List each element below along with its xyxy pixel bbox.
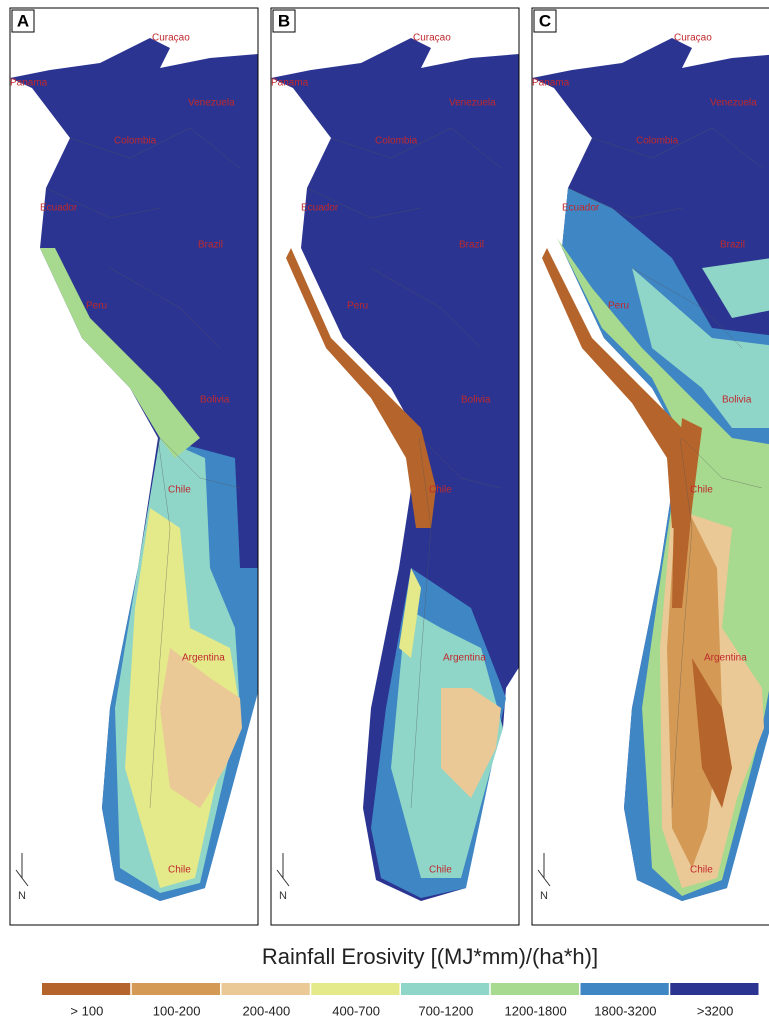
- legend-title: Rainfall Erosivity [(MJ*mm)/(ha*h)]: [262, 944, 598, 969]
- place-label: Curaçao: [413, 33, 451, 44]
- place-label: Chile: [690, 865, 713, 876]
- place-label: Chile: [429, 865, 452, 876]
- place-label: Chile: [429, 485, 452, 496]
- map-content: Curaçao Panama Venezuela Colombia Ecuador Bra…: [271, 8, 519, 925]
- place-label: Colombia: [636, 136, 679, 147]
- place-label: Argentina: [443, 653, 486, 664]
- erosivity-zone: [441, 688, 501, 798]
- erosivity-zone: [632, 268, 769, 428]
- place-label: Chile: [690, 485, 713, 496]
- borders: [306, 127, 502, 809]
- erosivity-zone: [286, 248, 436, 528]
- place-label: Panama: [10, 78, 48, 89]
- place-label: Curaçao: [674, 33, 712, 44]
- place-label: Curaçao: [152, 33, 190, 44]
- legend-swatch: [580, 983, 669, 995]
- place-label: Argentina: [182, 653, 225, 664]
- legend-label: 400-700: [332, 1003, 380, 1018]
- north-arrow: [276, 853, 290, 887]
- place-label: Bolivia: [461, 395, 491, 406]
- panel-label-box: [533, 9, 557, 33]
- legend-label: 700-1200: [418, 1003, 473, 1018]
- legend-swatch: [42, 983, 131, 995]
- place-label: Venezuela: [449, 98, 496, 109]
- legend-label: >3200: [697, 1003, 734, 1018]
- legend-label: > 100: [70, 1003, 103, 1018]
- erosivity-zone: [160, 648, 242, 808]
- place-label: Venezuela: [188, 98, 235, 109]
- map-content: Curaçao Panama Venezuela Colombia Ecuador Bra…: [10, 8, 258, 925]
- legend-swatch: [131, 983, 220, 995]
- place-label: Bolivia: [722, 395, 752, 406]
- place-label: Argentina: [704, 653, 747, 664]
- legend-swatch: [670, 983, 759, 995]
- place-label: Ecuador: [301, 203, 339, 214]
- place-label: Brazil: [720, 240, 745, 251]
- map-content: Curaçao Panama Venezuela Colombia Ecuador Bra…: [532, 8, 769, 925]
- erosivity-zone: [399, 568, 421, 658]
- panel-label: C: [539, 11, 551, 30]
- place-label: Colombia: [375, 136, 418, 147]
- legend-label: 1200-1800: [505, 1003, 567, 1018]
- erosivity-zone: [542, 248, 692, 528]
- panel-frame: [531, 7, 769, 926]
- panel-label: A: [17, 11, 29, 30]
- place-label: Brazil: [198, 240, 223, 251]
- place-label: Peru: [86, 301, 107, 312]
- legend-label: 100-200: [153, 1003, 201, 1018]
- place-label: Chile: [168, 485, 191, 496]
- panel-frame: [9, 7, 259, 926]
- place-label: Brazil: [459, 240, 484, 251]
- place-label: Bolivia: [200, 395, 230, 406]
- erosivity-zone: [692, 658, 732, 808]
- erosivity-zone: [672, 418, 702, 608]
- north-label: N: [279, 890, 287, 902]
- panel-frame: [270, 7, 520, 926]
- place-label: Colombia: [114, 136, 157, 147]
- panel-label-box: [272, 9, 296, 33]
- place-label: Panama: [532, 78, 570, 89]
- legend-swatch: [311, 983, 400, 995]
- place-label: Panama: [271, 78, 309, 89]
- map-panel: Curaçao Panama Venezuela Colombia Ecuador Bra…: [9, 7, 259, 926]
- map-panel: Curaçao Panama Venezuela Colombia Ecuador Bra…: [270, 7, 520, 926]
- place-label: Venezuela: [710, 98, 757, 109]
- borders: [45, 127, 241, 809]
- erosivity-zone: [40, 248, 200, 458]
- borders: [567, 127, 763, 809]
- place-label: Ecuador: [562, 203, 600, 214]
- legend-label: 1800-3200: [594, 1003, 656, 1018]
- north-arrow: [15, 853, 29, 887]
- place-label: Chile: [168, 865, 191, 876]
- place-label: Peru: [347, 301, 368, 312]
- panel-label: B: [278, 11, 290, 30]
- north-label: N: [540, 890, 548, 902]
- legend-swatch: [490, 983, 579, 995]
- legend-swatch: [221, 983, 310, 995]
- legend-label: 200-400: [243, 1003, 291, 1018]
- legend-swatch: [401, 983, 490, 995]
- map-panel: Curaçao Panama Venezuela Colombia Ecuador Bra…: [531, 7, 769, 926]
- place-label: Peru: [608, 301, 629, 312]
- place-label: Ecuador: [40, 203, 78, 214]
- panel-label-box: [11, 9, 35, 33]
- erosivity-zone: [702, 258, 769, 318]
- north-label: N: [18, 890, 26, 902]
- north-arrow: [537, 853, 551, 887]
